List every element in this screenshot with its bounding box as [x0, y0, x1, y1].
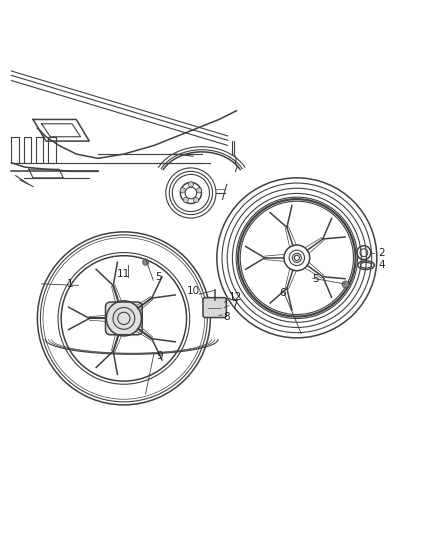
Circle shape [197, 188, 202, 193]
Text: 2: 2 [378, 248, 385, 257]
Text: 5: 5 [312, 273, 318, 284]
Circle shape [342, 281, 349, 288]
Circle shape [193, 197, 198, 203]
Text: 6: 6 [280, 288, 286, 298]
Circle shape [143, 259, 149, 265]
Text: 8: 8 [223, 312, 230, 322]
Circle shape [188, 182, 194, 187]
FancyBboxPatch shape [106, 302, 142, 335]
Text: 12: 12 [229, 292, 242, 302]
FancyBboxPatch shape [203, 297, 226, 318]
Circle shape [183, 197, 188, 203]
Text: 4: 4 [378, 260, 385, 270]
Text: 5: 5 [155, 272, 162, 282]
Text: 1: 1 [67, 279, 73, 289]
Text: 9: 9 [156, 351, 162, 361]
Circle shape [180, 188, 185, 193]
Text: 7: 7 [231, 301, 238, 310]
Text: 10: 10 [187, 286, 200, 296]
Text: 11: 11 [117, 269, 130, 279]
